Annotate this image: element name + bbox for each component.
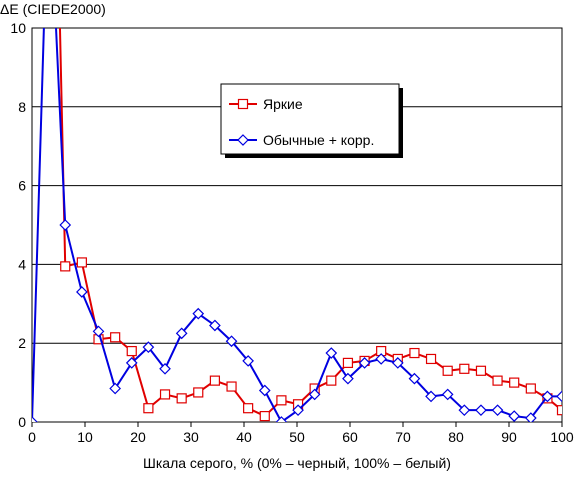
x-tick-label: 100 — [550, 429, 574, 445]
legend-label: Обычные + корр. — [263, 132, 374, 148]
marker — [32, 416, 38, 422]
marker — [142, 341, 155, 353]
x-tick-label: 40 — [236, 429, 252, 445]
marker — [209, 319, 221, 332]
x-tick-label: 0 — [28, 429, 36, 445]
marker — [325, 347, 338, 359]
marker — [243, 403, 254, 414]
marker — [292, 404, 304, 417]
x-tick-label: 10 — [77, 429, 93, 445]
legend-label: Яркие — [263, 96, 303, 112]
marker — [237, 98, 249, 110]
marker — [459, 363, 470, 374]
marker — [59, 219, 72, 231]
y-tick-label: 10 — [10, 20, 26, 36]
marker — [442, 365, 453, 376]
marker — [475, 404, 487, 417]
marker — [225, 335, 238, 348]
marker — [193, 387, 204, 398]
marker — [508, 410, 521, 422]
marker — [258, 384, 271, 397]
marker — [60, 261, 71, 272]
marker — [425, 390, 437, 403]
marker — [458, 404, 471, 417]
marker — [76, 286, 88, 298]
marker — [275, 416, 288, 422]
marker — [375, 353, 388, 365]
marker — [441, 388, 454, 401]
marker — [109, 382, 122, 395]
marker — [492, 375, 503, 386]
marker — [209, 375, 221, 386]
x-tick-label: 70 — [395, 429, 411, 445]
marker — [409, 347, 420, 359]
marker — [556, 405, 562, 416]
marker — [159, 362, 171, 375]
marker — [276, 395, 287, 406]
x-tick-label: 80 — [448, 429, 464, 445]
marker — [524, 412, 537, 422]
marker — [176, 393, 187, 404]
marker — [425, 353, 437, 365]
marker — [125, 357, 138, 369]
marker — [175, 327, 188, 340]
marker — [226, 381, 237, 392]
marker — [556, 390, 562, 403]
plot-frame — [31, 27, 563, 423]
x-tick-label: 30 — [183, 429, 199, 445]
marker — [358, 357, 371, 369]
series-line — [32, 28, 562, 422]
marker — [541, 390, 554, 403]
marker — [491, 404, 504, 417]
marker — [143, 403, 154, 414]
marker — [326, 375, 337, 386]
marker — [259, 410, 270, 422]
y-tick-label: 6 — [18, 178, 26, 194]
x-tick-label: 50 — [289, 429, 305, 445]
marker — [126, 345, 137, 357]
marker — [509, 377, 520, 388]
marker — [76, 257, 87, 268]
series-line — [58, 28, 562, 418]
x-tick-label: 60 — [342, 429, 358, 445]
marker — [110, 332, 121, 343]
marker — [92, 325, 105, 338]
marker — [342, 357, 354, 368]
marker — [242, 355, 254, 367]
marker — [192, 307, 205, 320]
marker — [342, 372, 354, 385]
marker — [408, 372, 421, 385]
x-axis-label: Шкала серого, % (0% – черный, 100% – бел… — [143, 455, 451, 471]
x-tick-label: 90 — [501, 429, 517, 445]
marker — [237, 134, 249, 146]
marker — [391, 357, 404, 369]
y-tick-label: 0 — [18, 414, 26, 430]
y-tick-label: 8 — [18, 99, 26, 115]
marker — [159, 389, 171, 400]
x-tick-label: 20 — [130, 429, 146, 445]
legend-box — [220, 83, 400, 155]
marker — [475, 365, 487, 376]
y-tick-label: 2 — [18, 335, 26, 351]
marker — [525, 383, 536, 394]
y-tick-label: 4 — [18, 256, 26, 272]
marker — [308, 388, 321, 401]
y-axis-label: ΔE (CIEDE2000) — [0, 1, 106, 17]
